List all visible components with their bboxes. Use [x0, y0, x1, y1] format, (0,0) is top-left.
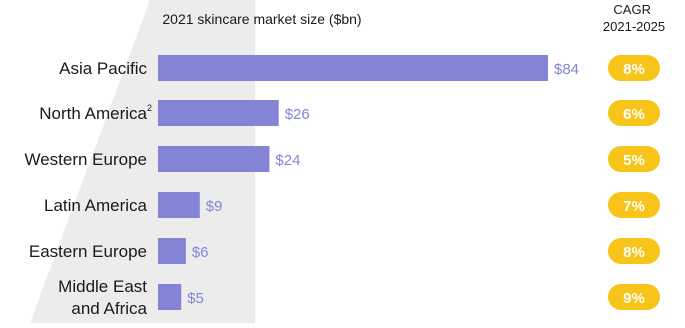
value-label-asia-pacific: $84 [554, 61, 579, 78]
bar-asia-pacific [158, 55, 548, 81]
cagr-pill-western-europe [608, 146, 660, 172]
cagr-label-eastern-europe: 8% [623, 244, 645, 261]
cagr-label-western-europe: 5% [623, 152, 645, 169]
cagr-label-asia-pacific: 8% [623, 61, 645, 78]
category-label-line: Latin America [44, 196, 148, 215]
cagr-label-middle-east-and-africa: 9% [623, 290, 645, 307]
category-label-line: Middle East [58, 277, 147, 296]
cagr-pill-eastern-europe [608, 238, 660, 264]
chart-rows: Asia Pacific $84 8% North America2 $26 6% West… [24, 55, 660, 318]
bar-north-america [158, 100, 279, 126]
chart-title: 2021 skincare market size ($bn) [162, 11, 361, 27]
value-label-north-america: $26 [285, 106, 310, 123]
category-label-middle-east-and-africa: Middle East and Africa [58, 277, 147, 318]
category-label-latin-america: Latin America [44, 196, 148, 215]
cagr-header: CAGR 2021-2025 [603, 2, 665, 34]
category-label-line: Eastern Europe [29, 242, 147, 261]
cagr-header-line-2: 2021-2025 [603, 19, 665, 34]
category-label-line: North America [39, 104, 147, 123]
value-label-latin-america: $9 [206, 198, 223, 215]
category-label-western-europe: Western Europe [24, 150, 147, 169]
cagr-header-line-1: CAGR [613, 2, 651, 17]
cagr-label-latin-america: 7% [623, 198, 645, 215]
bar-eastern-europe [158, 238, 186, 264]
cagr-label-north-america: 6% [623, 106, 645, 123]
category-label-north-america: North America2 [39, 103, 152, 123]
value-label-eastern-europe: $6 [192, 244, 209, 261]
category-footnote-marker: 2 [147, 103, 152, 113]
bar-latin-america [158, 192, 200, 218]
bar-western-europe [158, 146, 270, 172]
cagr-pill-middle-east-and-africa [608, 284, 660, 310]
category-label-eastern-europe: Eastern Europe [29, 242, 147, 261]
category-label-line: and Africa [71, 299, 147, 318]
cagr-pill-asia-pacific [608, 55, 660, 81]
value-label-middle-east-and-africa: $5 [187, 290, 204, 307]
category-label-asia-pacific: Asia Pacific [59, 59, 147, 78]
cagr-pill-latin-america [608, 192, 660, 218]
category-label-line: Asia Pacific [59, 59, 147, 78]
bar-middle-east-and-africa [158, 284, 182, 310]
value-label-western-europe: $24 [275, 152, 300, 169]
cagr-pill-north-america [608, 100, 660, 126]
category-label-line: Western Europe [24, 150, 147, 169]
